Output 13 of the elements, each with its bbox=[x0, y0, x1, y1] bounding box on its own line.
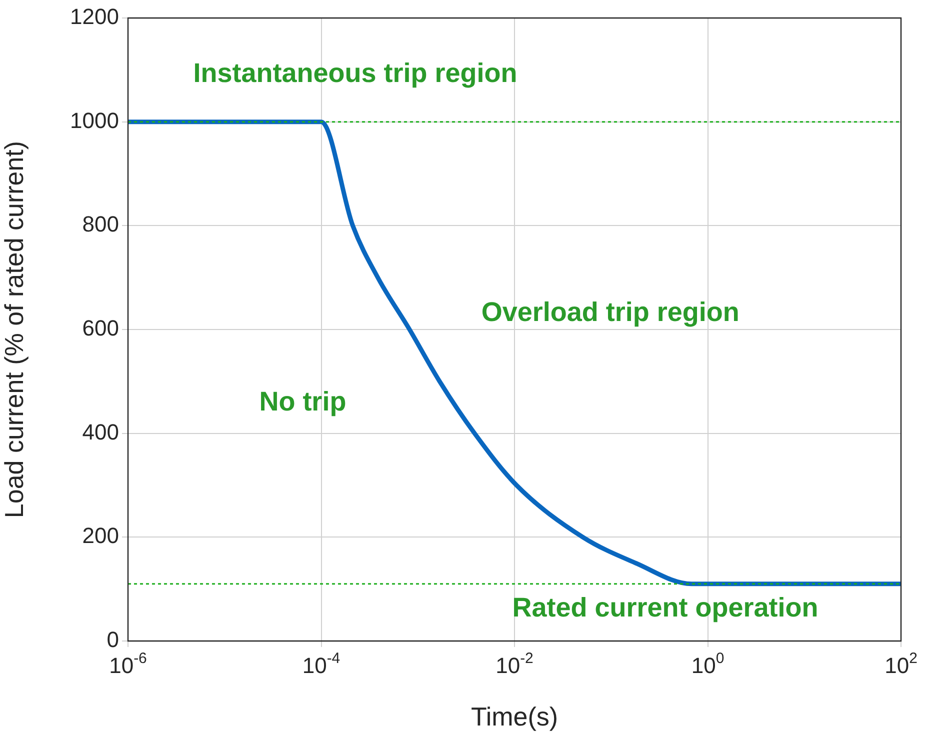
annotation: Overload trip region bbox=[481, 296, 740, 327]
y-tick-label: 600 bbox=[82, 316, 119, 341]
y-tick-label: 200 bbox=[82, 523, 119, 548]
y-tick-label: 1200 bbox=[70, 4, 119, 30]
annotation: No trip bbox=[259, 386, 346, 416]
y-tick-label: 400 bbox=[82, 419, 119, 444]
y-axis-title: Load current (% of rated current) bbox=[0, 140, 29, 518]
y-tick-label: 800 bbox=[82, 212, 119, 237]
y-tick-label: 0 bbox=[106, 627, 119, 652]
y-tick-label: 1000 bbox=[70, 108, 119, 133]
x-axis-title: Time(s) bbox=[470, 702, 558, 732]
annotation: Instantaneous trip region bbox=[193, 58, 518, 88]
annotation: Rated current operation bbox=[512, 592, 818, 623]
